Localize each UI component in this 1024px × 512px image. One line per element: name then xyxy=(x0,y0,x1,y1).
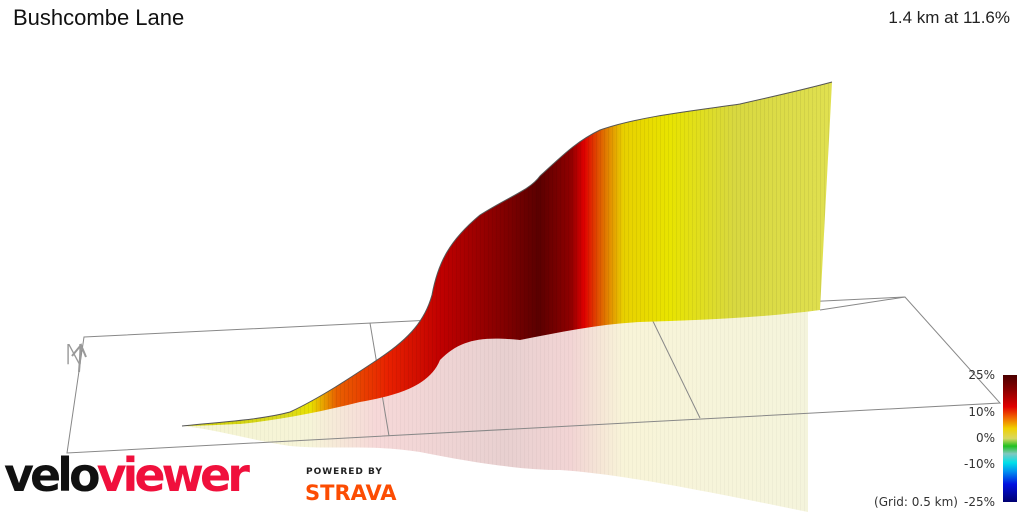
elevation-top-edge xyxy=(181,81,833,427)
legend-label-minus10: -10% xyxy=(963,457,995,471)
gradient-colorbar xyxy=(1003,375,1017,502)
powered-by-label: POWERED BY xyxy=(306,467,383,477)
segment-stats: 1.4 km at 11.6% xyxy=(888,8,1010,27)
north-arrow-icon xyxy=(71,343,87,373)
legend-label-10: 10% xyxy=(968,405,995,419)
grid-scale-note: (Grid: 0.5 km) xyxy=(874,495,958,509)
north-label: N xyxy=(64,338,85,371)
veloviewer-logo[interactable]: veloviewer xyxy=(4,452,250,498)
segment-title: Bushcombe Lane xyxy=(13,5,185,30)
logo-viewer: viewer xyxy=(96,448,250,502)
legend-label-0: 0% xyxy=(975,431,995,445)
legend-label-25: 25% xyxy=(968,368,995,382)
strava-logo[interactable]: STRAVA xyxy=(305,481,397,505)
legend-label-minus25: -25% xyxy=(963,495,995,509)
logo-velo: velo xyxy=(4,448,101,502)
